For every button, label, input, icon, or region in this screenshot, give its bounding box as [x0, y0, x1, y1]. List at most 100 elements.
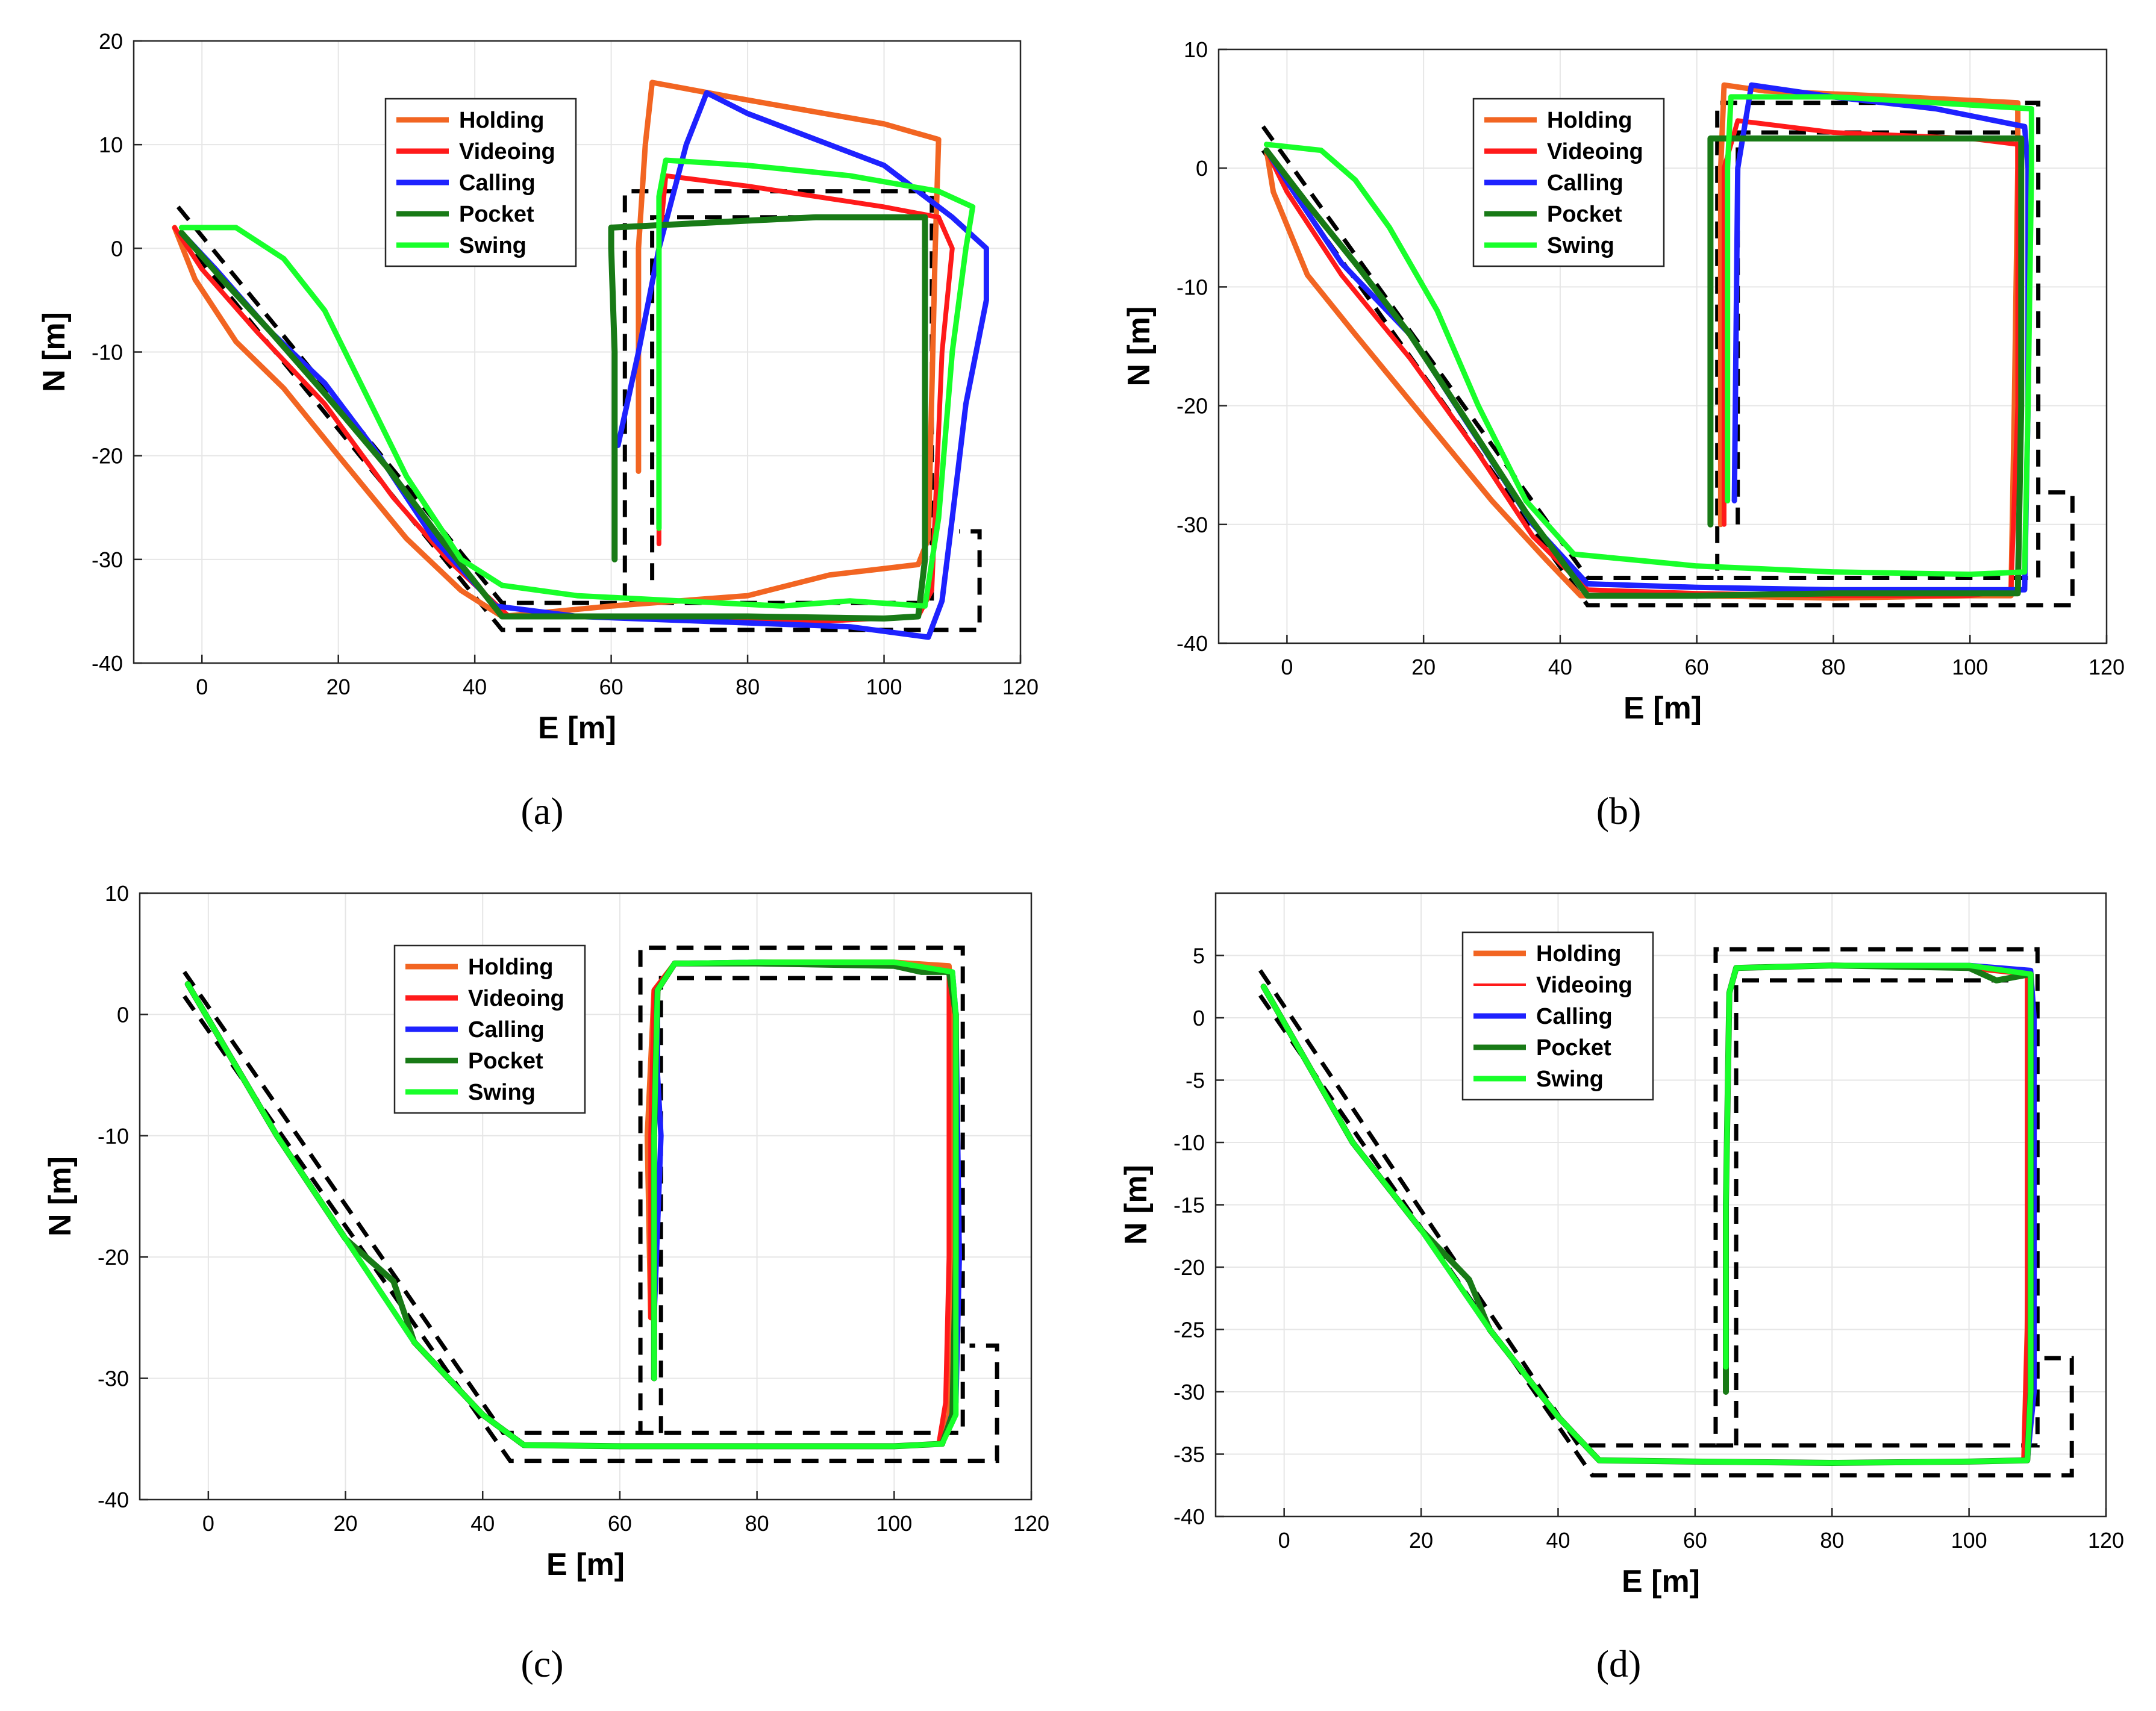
legend-label-pocket-b: Pocket	[1547, 202, 1622, 227]
ytick-label-b-10: 10	[1184, 37, 1208, 62]
xtick-label-b-40: 40	[1548, 655, 1572, 679]
reference-path-b-2	[1736, 130, 2018, 525]
ytick-label-d--40: -40	[1173, 1504, 1205, 1529]
ytick-label-d--20: -20	[1173, 1255, 1205, 1280]
plot-lines-b	[1261, 82, 2075, 608]
legend-label-swing-b: Swing	[1547, 233, 1614, 258]
legend-c: Holding Videoing Calling Pocket Swing	[393, 944, 586, 1114]
ytick-label-d--10: -10	[1173, 1130, 1205, 1155]
reference-path-d-0	[1258, 947, 2040, 1448]
xtick-label-b-100: 100	[1952, 655, 1988, 679]
xtick-label-c-60: 60	[608, 1511, 632, 1536]
plot-lines-c	[183, 946, 999, 1463]
caption-d: (d)	[1596, 1642, 1642, 1685]
series-holding-a	[172, 79, 942, 619]
ytick-label-c-0: 0	[117, 1002, 129, 1027]
ytick-label-d-0: 0	[1193, 1006, 1205, 1030]
legend-label-videoing-b: Videoing	[1547, 139, 1643, 164]
ytick-label-d--15: -15	[1173, 1193, 1205, 1218]
xtick-label-c-20: 20	[334, 1511, 358, 1536]
ytick-label-b--30: -30	[1176, 513, 1208, 537]
legend-a: Holding Videoing Calling Pocket Swing	[384, 98, 577, 267]
legend-label-holding-c: Holding	[468, 955, 553, 980]
series-swing-a	[178, 157, 976, 609]
ytick-label-c--10: -10	[98, 1124, 129, 1148]
plot-lines-d	[1258, 947, 2074, 1478]
ylabel-a: N [m]	[37, 312, 72, 392]
xtick-label-c-0: 0	[202, 1511, 214, 1536]
xtick-label-b-60: 60	[1685, 655, 1709, 679]
ytick-label-a--20: -20	[92, 444, 123, 469]
legend-label-calling-a: Calling	[459, 170, 536, 196]
xtick-label-c-80: 80	[745, 1511, 769, 1536]
series-swing-c	[185, 959, 959, 1449]
legend-label-calling-d: Calling	[1536, 1004, 1613, 1029]
caption-a: (a)	[520, 790, 563, 832]
xtick-label-b-0: 0	[1281, 655, 1293, 679]
ytick-label-b--40: -40	[1176, 631, 1208, 656]
legend-b: Holding Videoing Calling Pocket Swing	[1472, 98, 1665, 267]
ytick-label-d--30: -30	[1173, 1380, 1205, 1404]
ytick-label-c-10: 10	[105, 881, 129, 906]
ytick-label-a--40: -40	[92, 651, 123, 676]
ytick-label-a-10: 10	[99, 132, 123, 157]
legend-label-videoing-d: Videoing	[1536, 973, 1633, 998]
series-swing-b	[1263, 94, 2034, 578]
legend-label-swing-a: Swing	[459, 233, 527, 258]
ytick-label-a--30: -30	[92, 547, 123, 572]
legend-label-pocket-a: Pocket	[459, 202, 534, 227]
caption-c: (c)	[520, 1642, 563, 1685]
xtick-label-c-40: 40	[470, 1511, 495, 1536]
legend-label-swing-c: Swing	[468, 1080, 536, 1105]
ytick-label-a-20: 20	[99, 29, 123, 54]
reference-path-a-0	[176, 189, 934, 605]
xtick-label-a-80: 80	[736, 675, 760, 699]
xtick-label-b-80: 80	[1821, 655, 1845, 679]
legend-label-swing-d: Swing	[1536, 1067, 1604, 1092]
xtick-label-d-0: 0	[1278, 1528, 1290, 1553]
xtick-label-d-100: 100	[1951, 1528, 1987, 1553]
legend-label-holding-b: Holding	[1547, 108, 1632, 133]
xlabel-c: E [m]	[546, 1547, 625, 1582]
series-swing-d	[1261, 962, 2034, 1466]
legend-label-videoing-a: Videoing	[459, 139, 555, 164]
xtick-label-a-120: 120	[1002, 675, 1039, 699]
reference-path-d-2	[1734, 978, 2017, 1445]
xlabel-d: E [m]	[1622, 1564, 1700, 1599]
panel-d: 0 20 40 60 80 100 120 5 0 -5 -10 -15 -20 -25 -30 -35 -40…	[1119, 892, 2124, 1599]
legend-box-d	[1461, 931, 1654, 1101]
xtick-label-a-0: 0	[196, 675, 208, 699]
plot-lines-a	[172, 79, 989, 640]
ylabel-b: N [m]	[1122, 307, 1157, 387]
caption-b: (b)	[1596, 790, 1642, 832]
axes-box-c	[139, 892, 1033, 1501]
legend-label-videoing-c: Videoing	[468, 986, 564, 1011]
xtick-label-b-120: 120	[2089, 655, 2125, 679]
ytick-label-c--20: -20	[98, 1245, 129, 1270]
legend-label-calling-b: Calling	[1547, 170, 1623, 196]
xtick-label-a-100: 100	[866, 675, 902, 699]
ytick-label-d--5: -5	[1186, 1068, 1205, 1093]
xtick-label-d-120: 120	[2088, 1528, 2124, 1553]
ylabel-c: N [m]	[43, 1156, 78, 1236]
ylabel-d: N [m]	[1119, 1165, 1154, 1245]
series-pocket-b	[1263, 135, 2025, 599]
xtick-label-d-60: 60	[1683, 1528, 1707, 1553]
xtick-label-d-40: 40	[1546, 1528, 1570, 1553]
reference-path-c-1	[183, 995, 999, 1463]
ytick-label-c--40: -40	[98, 1488, 129, 1512]
legend-label-pocket-d: Pocket	[1536, 1035, 1611, 1061]
ytick-label-a-0: 0	[111, 236, 123, 261]
xlabel-b: E [m]	[1623, 691, 1702, 726]
series-pocket-a	[178, 214, 928, 622]
ytick-label-b--20: -20	[1176, 394, 1208, 419]
reference-path-b-0	[1261, 101, 2041, 580]
axes-box-b	[1217, 48, 2108, 644]
ytick-label-d--25: -25	[1173, 1318, 1205, 1342]
legend-label-holding-d: Holding	[1536, 941, 1621, 967]
xtick-label-c-100: 100	[876, 1511, 912, 1536]
